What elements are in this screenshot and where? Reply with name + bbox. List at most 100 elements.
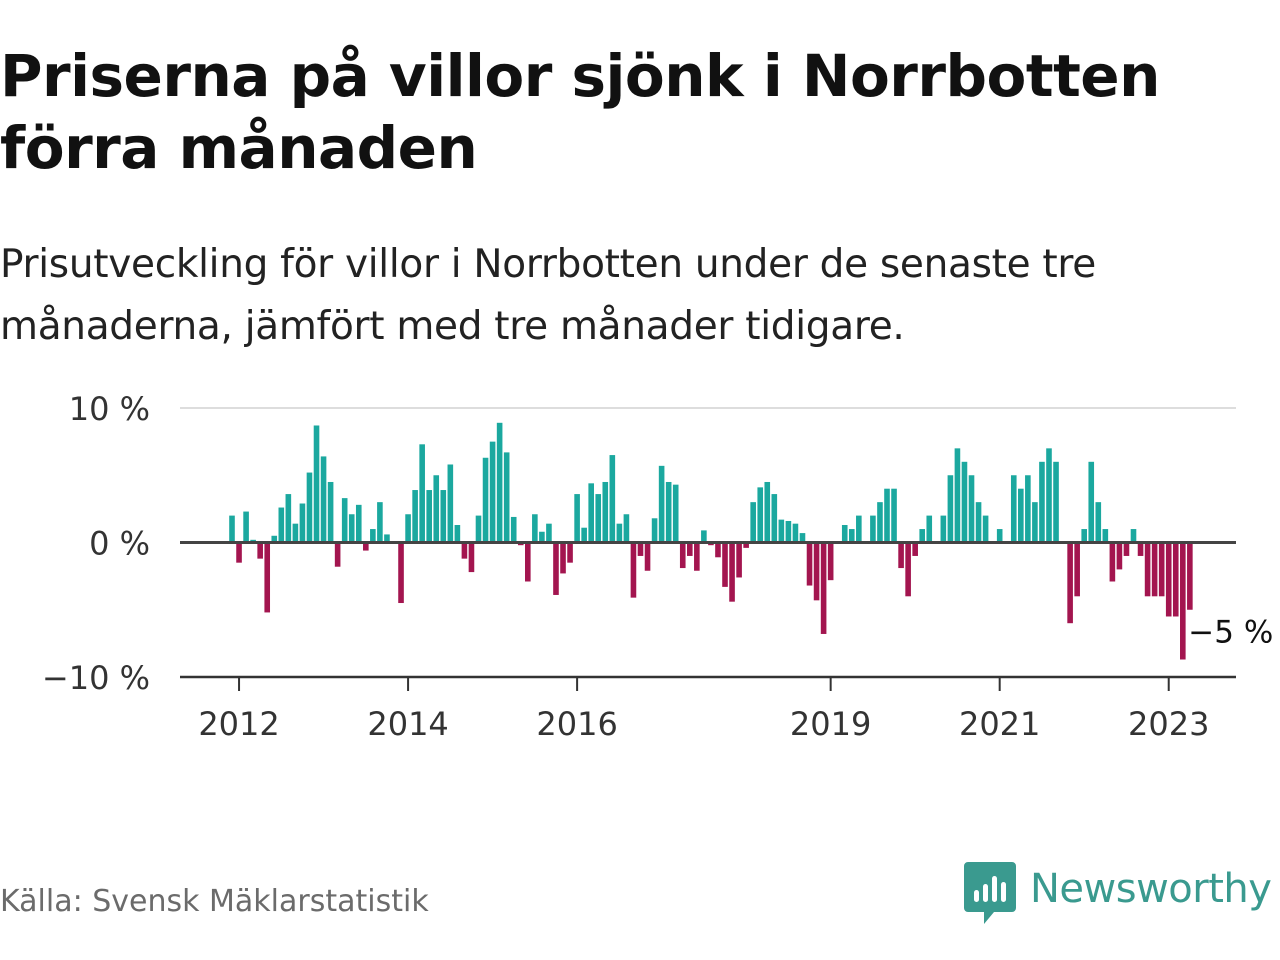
bar <box>1039 461 1045 543</box>
bar <box>278 507 285 543</box>
x-tick-label: 2023 <box>1128 705 1209 743</box>
bar <box>1102 529 1109 543</box>
bar <box>320 456 327 543</box>
bar <box>384 534 390 543</box>
bar <box>348 514 355 543</box>
latest-value-annotation: −5 % <box>1188 615 1273 651</box>
y-tick-label: 0 % <box>89 525 150 563</box>
bar <box>292 523 299 543</box>
bar <box>299 503 306 543</box>
chart-title: Priserna på villor sjönk i Norrbotten fö… <box>0 42 1160 182</box>
bars <box>229 422 1193 660</box>
bar <box>1018 488 1024 543</box>
bar-chart: 10 % 0 % −10 % 2012 2014 2016 2019 2021 2023 −5 % <box>41 390 1274 743</box>
bar <box>694 542 700 571</box>
bar <box>672 484 679 543</box>
bar <box>553 542 559 595</box>
bar <box>630 542 637 598</box>
bar <box>926 515 933 543</box>
bar <box>616 523 623 543</box>
bar <box>581 527 587 543</box>
bar <box>891 488 897 543</box>
bar <box>665 481 672 543</box>
bar <box>799 533 806 543</box>
bar <box>482 457 489 543</box>
bar <box>377 502 383 543</box>
bar <box>532 514 538 543</box>
bar <box>679 542 686 569</box>
bar <box>433 475 440 543</box>
bar <box>546 523 552 543</box>
bar <box>898 542 904 569</box>
x-tick-label: 2012 <box>198 705 279 743</box>
bar <box>954 448 961 543</box>
bar <box>729 542 735 602</box>
bar <box>1116 542 1123 570</box>
bar <box>905 542 911 597</box>
bar <box>398 542 404 604</box>
bar <box>327 481 334 543</box>
bar <box>982 515 989 543</box>
bar <box>947 475 954 543</box>
bar <box>595 494 602 543</box>
bar <box>940 515 947 543</box>
bar <box>1081 529 1087 543</box>
x-tick-label: 2021 <box>959 705 1040 743</box>
bar <box>574 494 580 543</box>
bar <box>560 542 566 574</box>
bar <box>257 542 263 559</box>
bar <box>609 455 616 543</box>
newsworthy-logo: Newsworthy <box>964 862 1272 932</box>
bar <box>764 481 771 543</box>
bar <box>877 502 883 543</box>
bar <box>412 490 418 543</box>
bar <box>405 514 411 543</box>
bar <box>236 542 242 563</box>
bar <box>792 523 799 543</box>
bar <box>1025 475 1031 543</box>
bar <box>440 490 447 543</box>
bar <box>884 488 890 543</box>
bar <box>1137 542 1144 556</box>
bar <box>1165 542 1172 617</box>
bar <box>1010 475 1017 543</box>
bar <box>771 494 778 543</box>
bar <box>1172 542 1179 617</box>
bar <box>757 487 764 543</box>
bar <box>588 483 594 543</box>
bar <box>370 529 376 543</box>
bar <box>1074 542 1080 597</box>
bar <box>912 542 918 556</box>
chart-subtitle: Prisutveckling för villor i Norrbotten u… <box>0 242 1096 349</box>
bar <box>229 515 235 543</box>
bar <box>355 504 362 543</box>
bar <box>461 542 468 559</box>
y-tick-label: −10 % <box>42 659 150 697</box>
bar <box>736 542 742 578</box>
bar <box>602 481 609 543</box>
bar <box>1130 529 1137 543</box>
bar <box>750 502 756 543</box>
bar <box>1032 502 1038 543</box>
bar <box>1053 461 1059 543</box>
bar <box>496 422 503 543</box>
bar <box>1158 542 1165 597</box>
bar <box>1046 448 1052 543</box>
bar <box>806 542 813 586</box>
bar <box>623 514 630 543</box>
bar <box>454 525 461 543</box>
logo-name: Newsworthy <box>1030 866 1272 912</box>
axes <box>180 541 1236 691</box>
bar <box>475 515 482 543</box>
bar <box>1088 461 1095 543</box>
bar <box>919 529 926 543</box>
bar <box>637 542 644 556</box>
x-tick-label: 2014 <box>367 705 448 743</box>
bar <box>525 542 531 582</box>
x-tick-label: 2019 <box>790 705 871 743</box>
bar <box>785 520 792 543</box>
source-note: Källa: Svensk Mäklarstatistik <box>0 884 429 919</box>
bar <box>1187 542 1193 610</box>
bar <box>306 472 313 543</box>
bar <box>1095 502 1102 543</box>
